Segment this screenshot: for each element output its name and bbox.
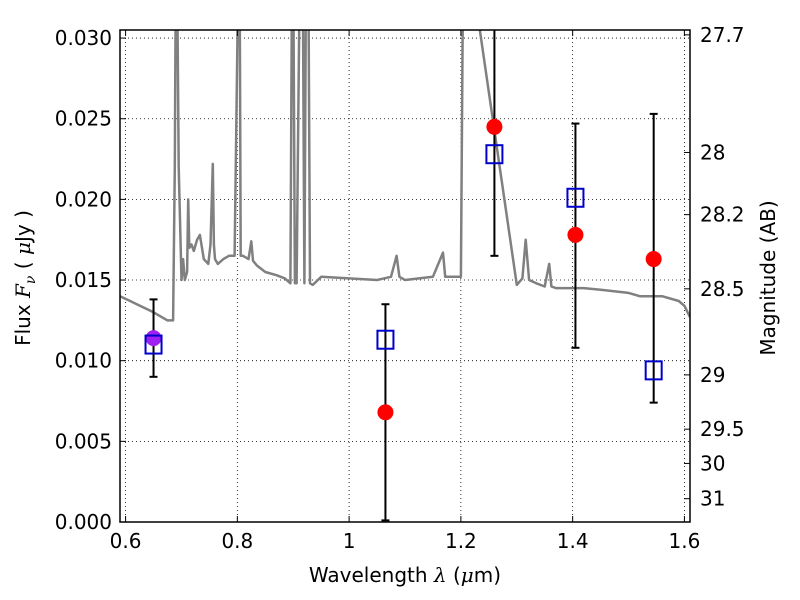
model-point bbox=[486, 118, 503, 135]
model-point bbox=[145, 330, 162, 347]
mag-tick-label: 28.5 bbox=[700, 277, 745, 301]
mag-tick-label: 31 bbox=[700, 487, 725, 511]
y-tick-label: 0.025 bbox=[55, 107, 112, 131]
observed-point bbox=[566, 187, 585, 208]
axes-frame bbox=[119, 29, 691, 523]
grid-lines bbox=[120, 30, 690, 523]
y-axis-label: Flux Fν ( μJy ) bbox=[11, 210, 39, 346]
y-tick-label: 0.000 bbox=[55, 510, 112, 534]
mag-tick-label: 28.2 bbox=[700, 203, 745, 227]
x-tick-label: 1.2 bbox=[445, 529, 477, 553]
mag-tick-label: 29 bbox=[700, 363, 725, 387]
model-point bbox=[645, 251, 662, 268]
x-tick-label: 1.6 bbox=[669, 529, 701, 553]
y2-axis-label: Magnitude (AB) bbox=[756, 200, 780, 355]
clipped-plot bbox=[120, 30, 690, 522]
x-tick-label: 0.6 bbox=[110, 529, 142, 553]
model-point bbox=[567, 226, 584, 243]
mag-tick-label: 27.7 bbox=[700, 23, 745, 47]
mag-tick-label: 30 bbox=[700, 451, 725, 475]
axis-ticks: 0.6 0.8 1 1.2 1.4 1.6 0.000 0.005 0.010 0.015 0.02… bbox=[55, 23, 745, 553]
x-tick-label: 0.8 bbox=[221, 529, 253, 553]
model-point bbox=[377, 404, 394, 421]
observed-point bbox=[376, 329, 395, 350]
y-tick-label: 0.005 bbox=[55, 429, 112, 453]
y-tick-label: 0.010 bbox=[55, 349, 112, 373]
y-tick-label: 0.030 bbox=[55, 26, 112, 50]
observed-point bbox=[485, 144, 504, 165]
observed-point bbox=[644, 360, 663, 381]
observed-point bbox=[144, 334, 163, 355]
x-axis-label: Wavelength λ (μm) bbox=[309, 563, 501, 587]
y-tick-label: 0.015 bbox=[55, 268, 112, 292]
mag-tick-label: 28 bbox=[700, 140, 725, 164]
y-tick-label: 0.020 bbox=[55, 187, 112, 211]
mag-tick-label: 29.5 bbox=[700, 417, 745, 441]
spectrum-line bbox=[120, 30, 690, 322]
plot-area bbox=[120, 30, 690, 522]
x-tick-label: 1.4 bbox=[557, 529, 589, 553]
x-tick-label: 1 bbox=[343, 529, 356, 553]
